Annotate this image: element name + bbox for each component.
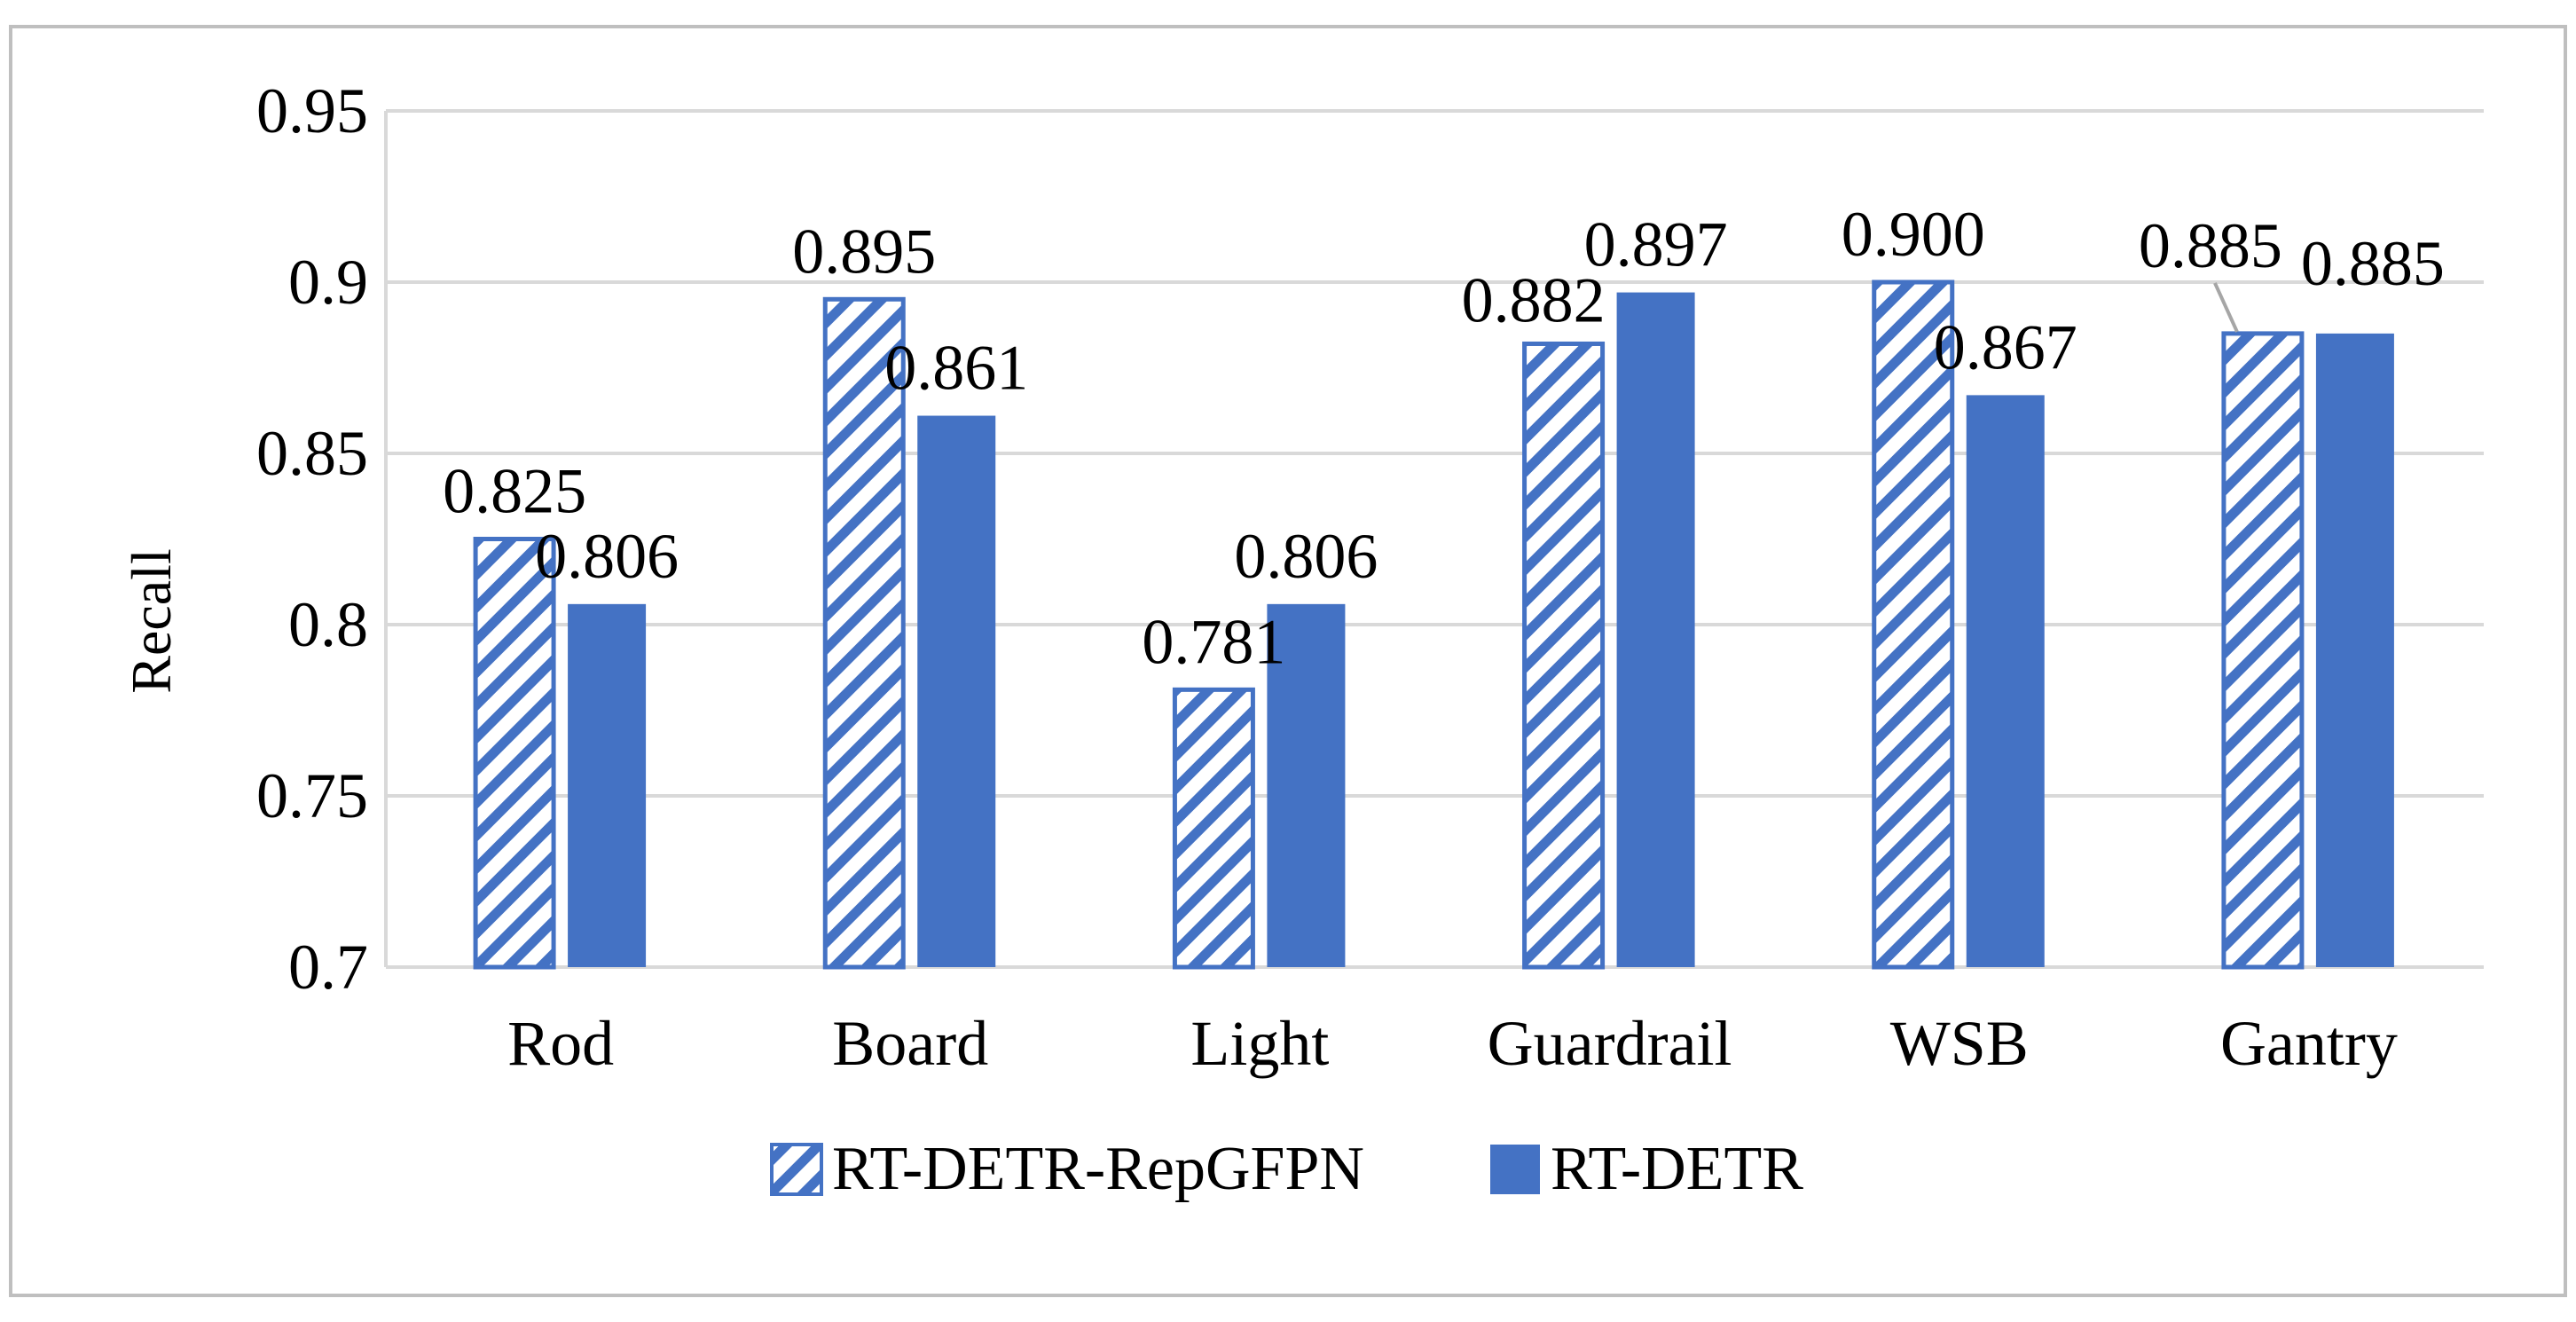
legend-label: RT-DETR-RepGFPN bbox=[832, 1135, 1364, 1203]
y-tick-label: 0.9 bbox=[288, 247, 368, 318]
bar-rt-detr-gantry bbox=[2315, 333, 2394, 967]
y-tick-label: 0.7 bbox=[288, 932, 368, 1003]
data-label: 0.900 bbox=[1842, 199, 1985, 270]
x-category-label: Rod bbox=[507, 1008, 614, 1079]
bar-rt-detr-rod bbox=[568, 603, 647, 967]
bar-rt-detr-repgfpn-wsb bbox=[1872, 279, 1955, 970]
x-category-label: Light bbox=[1190, 1008, 1329, 1079]
y-tick-label: 0.95 bbox=[256, 75, 368, 146]
legend-swatch-rt-detr-repgfpn bbox=[770, 1143, 823, 1196]
bar-rt-detr-repgfpn-light bbox=[1172, 687, 1255, 970]
bar-rt-detr-repgfpn-rod bbox=[473, 537, 556, 970]
data-label: 0.861 bbox=[884, 333, 1028, 404]
y-tick-label: 0.85 bbox=[256, 418, 368, 489]
bar-rt-detr-light bbox=[1267, 603, 1346, 967]
gridlines bbox=[386, 109, 2484, 969]
data-label: 0.806 bbox=[1234, 521, 1378, 592]
data-label: 0.885 bbox=[2301, 228, 2445, 299]
leader-line bbox=[2213, 282, 2239, 333]
bar-rt-detr-guardrail bbox=[1616, 292, 1695, 968]
data-labels: 0.8250.8060.8950.8610.7810.8060.8820.897… bbox=[443, 199, 2445, 677]
x-category-label: WSB bbox=[1890, 1008, 2029, 1079]
legend-label: RT-DETR bbox=[1551, 1135, 1803, 1203]
x-category-label: Gantry bbox=[2220, 1008, 2398, 1079]
data-label: 0.825 bbox=[443, 456, 586, 527]
data-label: 0.781 bbox=[1142, 606, 1285, 677]
data-label: 0.885 bbox=[2139, 210, 2282, 281]
y-axis-title: Recall bbox=[120, 548, 183, 693]
axes: 0.7 0.75 0.8 0.85 0.9 0.95 Rod Board Light Guardr… bbox=[256, 75, 2398, 1079]
data-label: 0.806 bbox=[535, 521, 679, 592]
bar-rt-detr-wsb bbox=[1966, 395, 2045, 967]
y-tick-label: 0.75 bbox=[256, 760, 368, 831]
data-label: 0.895 bbox=[792, 216, 936, 287]
data-label: 0.897 bbox=[1584, 209, 1728, 280]
bar-rt-detr-repgfpn-board bbox=[822, 296, 906, 970]
legend: RT-DETR-RepGFPN RT-DETR bbox=[770, 1135, 1803, 1203]
x-category-label: Board bbox=[832, 1008, 988, 1079]
bar-rt-detr-repgfpn-gantry bbox=[2221, 331, 2305, 970]
bar-rt-detr-repgfpn-guardrail bbox=[1522, 341, 1606, 970]
x-category-label: Guardrail bbox=[1488, 1008, 1732, 1079]
y-tick-label: 0.8 bbox=[288, 589, 368, 660]
bar-rt-detr-board bbox=[917, 415, 996, 967]
legend-swatch-rt-detr bbox=[1490, 1145, 1540, 1194]
bars bbox=[473, 279, 2394, 970]
data-label: 0.882 bbox=[1462, 264, 1606, 335]
data-label: 0.867 bbox=[1934, 311, 2077, 382]
